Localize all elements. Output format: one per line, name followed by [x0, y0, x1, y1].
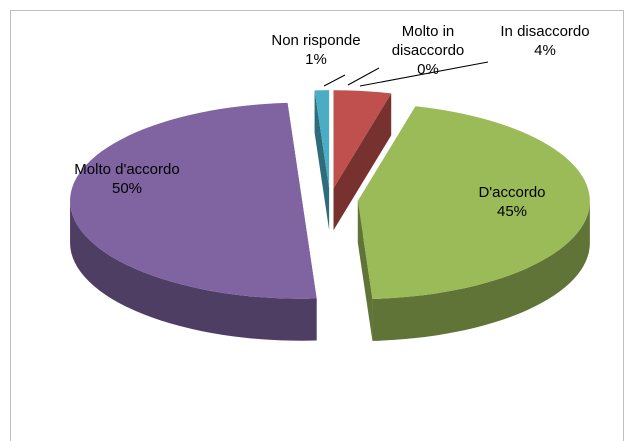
slice-label: D'accordo 45%	[452, 183, 572, 221]
slice-group	[333, 90, 392, 231]
leader-line	[347, 67, 380, 86]
category-name: Molto d'accordo	[74, 161, 180, 178]
category-name: Molto in disaccordo	[391, 23, 465, 59]
category-name: In disaccordo	[500, 23, 590, 40]
value-label: 4%	[534, 42, 556, 59]
slice	[333, 90, 392, 189]
slice-group	[314, 90, 330, 231]
chart-frame	[10, 10, 624, 441]
slice-side	[357, 201, 373, 341]
slice-label: Non risponde 1%	[256, 31, 376, 69]
slice-group	[357, 106, 590, 341]
slice-rim	[70, 200, 317, 341]
slice-rim	[372, 201, 590, 341]
slice	[314, 90, 330, 189]
leader-line	[323, 74, 346, 87]
slice-label: In disaccordo 4%	[500, 22, 590, 60]
slice	[357, 106, 590, 299]
slice-label: Molto in disaccordo 0%	[368, 22, 488, 79]
slice-label: Molto d'accordo 50%	[72, 160, 182, 198]
slice	[70, 102, 317, 299]
leader-line	[359, 61, 489, 87]
slice-side	[333, 93, 392, 231]
value-label: 45%	[496, 203, 528, 220]
slice-group	[70, 102, 317, 341]
value-label: 0%	[417, 61, 439, 78]
category-name: Non risponde	[271, 32, 361, 49]
value-label: 50%	[111, 180, 143, 197]
value-label: 1%	[305, 51, 327, 68]
category-name: D'accordo	[478, 184, 546, 201]
slice-side	[314, 90, 330, 231]
